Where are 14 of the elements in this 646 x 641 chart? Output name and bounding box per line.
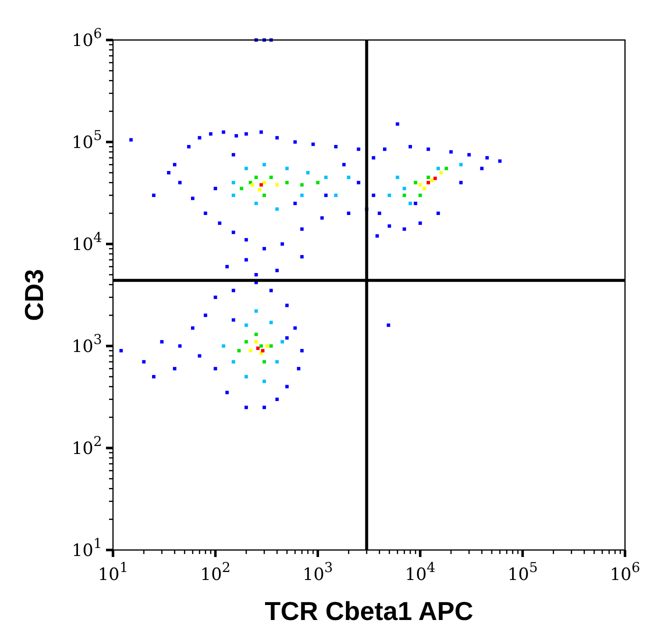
y-tick-label: 10$^{3}$ [72, 332, 102, 357]
y-tick-label: 10$^{4}$ [72, 230, 102, 255]
x-axis-title: TCR Cbeta1 APC [264, 596, 474, 626]
y-axis-title: CD3 [19, 268, 49, 322]
x-tick-label: 10$^{3}$ [302, 560, 333, 585]
x-tick-label: 10$^{4}$ [405, 560, 436, 585]
x-tick-label: 10$^{5}$ [507, 560, 538, 585]
x-tick-label: 10$^{6}$ [610, 560, 640, 585]
y-tick-label: 10$^{1}$ [72, 536, 102, 561]
x-tick-label: 10$^{1}$ [98, 560, 128, 585]
x-tick-label: 10$^{2}$ [200, 560, 231, 585]
y-tick-label: 10$^{5}$ [72, 128, 102, 153]
y-tick-label: 10$^{6}$ [72, 26, 102, 51]
y-tick-label: 10$^{2}$ [72, 434, 102, 459]
